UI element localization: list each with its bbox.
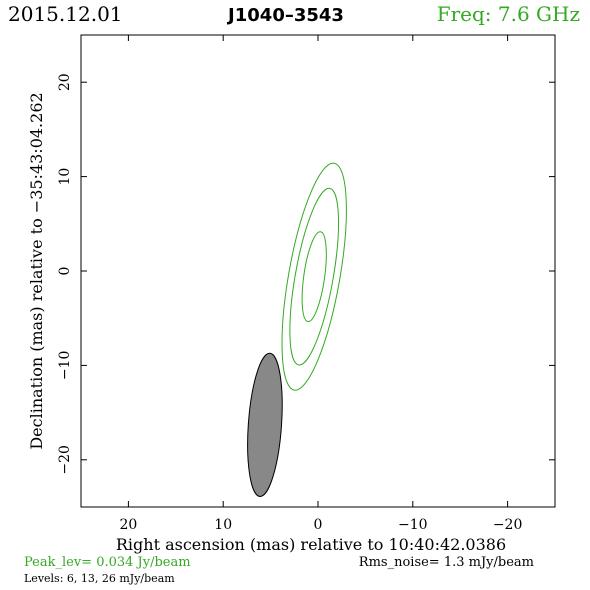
plot-area	[80, 34, 556, 508]
contour-13-mJy	[289, 187, 340, 366]
plot-frame	[80, 34, 556, 508]
y-tick-label: −10	[57, 351, 73, 381]
rms-noise: Rms_noise= 1.3 mJy/beam	[359, 555, 534, 570]
x-tick-label: 20	[119, 517, 137, 533]
x-axis: 20 10 0 −10 −20	[119, 35, 522, 533]
source-name: J1040–3543	[226, 5, 344, 26]
beam-ellipse	[247, 352, 283, 497]
y-tick-label: 10	[57, 168, 73, 186]
x-tick-label: −20	[493, 517, 523, 533]
y-tick-label: −20	[57, 445, 73, 475]
y-axis-label: Declination (mas) relative to −35:43:04.…	[27, 92, 46, 449]
contour-26-mJy	[301, 231, 327, 323]
x-tick-label: 10	[214, 517, 232, 533]
contour-6-mJy	[281, 162, 347, 391]
x-tick-label: 0	[314, 517, 323, 533]
x-tick-label: −10	[398, 517, 428, 533]
observation-date: 2015.12.01	[8, 2, 123, 26]
contour-levels: Levels: 6, 13, 26 mJy/beam	[24, 572, 175, 585]
y-tick-label: 20	[57, 73, 73, 91]
x-axis-label: Right ascension (mas) relative to 10:40:…	[116, 535, 506, 554]
y-axis: 20 10 0 −10 −20	[57, 73, 555, 475]
y-tick-label: 0	[57, 267, 73, 276]
peak-level: Peak_lev= 0.034 Jy/beam	[24, 555, 191, 570]
frequency-label: Freq: 7.6 GHz	[437, 2, 580, 26]
